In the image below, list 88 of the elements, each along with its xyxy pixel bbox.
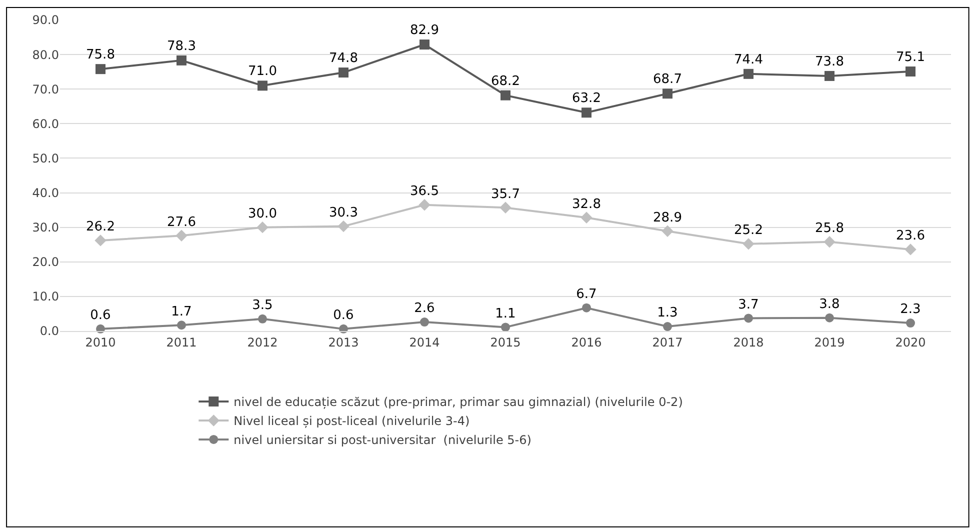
- y-tick-label: 60.0: [32, 116, 59, 131]
- data-label: 30.0: [248, 206, 277, 222]
- data-label: 2.6: [414, 301, 435, 316]
- data-label: 6.7: [576, 286, 597, 302]
- data-label: 68.2: [491, 74, 520, 89]
- data-label: 0.6: [333, 308, 354, 324]
- point: [662, 88, 672, 99]
- data-label: 36.5: [410, 184, 439, 199]
- data-label: 74.8: [329, 51, 358, 66]
- point: [420, 40, 430, 50]
- data-label: 2.3: [900, 302, 921, 318]
- x-tick-label: 2011: [166, 335, 197, 350]
- x-tick-label: 2015: [490, 335, 521, 350]
- x-tick-label: 2017: [652, 335, 683, 350]
- data-label: 26.2: [86, 220, 115, 235]
- point: [742, 238, 754, 250]
- point: [663, 322, 672, 332]
- legend-label: Nivel liceal și post-liceal (nivelurile 3-4): [234, 414, 470, 428]
- data-label: 25.2: [734, 223, 763, 238]
- x-tick-label: 2013: [328, 335, 359, 350]
- y-tick-label: 10.0: [32, 290, 59, 304]
- point: [744, 314, 753, 323]
- point: [177, 320, 186, 330]
- legend-label: nivel uniersitar si post-universitar (nivelurile 5-6): [234, 433, 532, 448]
- point: [904, 244, 916, 256]
- y-tick-label: 70.0: [32, 82, 59, 96]
- x-tick-label: 2012: [247, 335, 278, 350]
- point: [96, 64, 106, 74]
- point: [744, 68, 754, 79]
- y-tick-label: 80.0: [32, 48, 59, 62]
- point: [418, 199, 430, 211]
- data-label: 71.0: [248, 64, 277, 80]
- data-label: 75.8: [86, 48, 115, 63]
- point: [906, 318, 915, 328]
- point: [582, 303, 591, 312]
- x-tick-label: 2020: [895, 335, 926, 350]
- y-tick-label: 50.0: [32, 151, 59, 166]
- point: [501, 322, 510, 332]
- data-label: 3.7: [738, 297, 759, 312]
- point: [906, 66, 916, 76]
- point: [662, 225, 674, 237]
- data-label: 75.1: [896, 50, 925, 65]
- point: [824, 70, 834, 81]
- point: [338, 220, 350, 232]
- data-label: 82.9: [410, 23, 439, 38]
- point: [580, 212, 592, 224]
- data-label: 25.8: [815, 220, 844, 236]
- x-tick-label: 2019: [814, 335, 845, 350]
- data-label: 0.6: [90, 308, 111, 324]
- data-label: 30.3: [329, 205, 358, 220]
- y-tick-label: 30.0: [32, 220, 59, 235]
- point: [258, 80, 268, 91]
- point: [338, 68, 348, 78]
- x-tick-label: 2014: [409, 335, 440, 350]
- point: [582, 108, 592, 118]
- point: [256, 221, 268, 234]
- data-label: 68.7: [653, 72, 682, 88]
- data-label: 3.5: [252, 298, 273, 314]
- data-label: 74.4: [734, 52, 763, 68]
- data-label: 3.8: [819, 296, 840, 312]
- data-label: 28.9: [653, 210, 682, 226]
- y-tick-label: 90.0: [32, 13, 59, 28]
- point: [176, 55, 186, 66]
- y-tick-label: 40.0: [32, 186, 59, 200]
- point: [258, 314, 267, 324]
- point: [94, 234, 106, 246]
- point: [500, 90, 510, 100]
- legend-label: nivel de educație scăzut (pre-primar, primar sau gimnazial) (nivelurile 0-2): [234, 395, 683, 410]
- data-label: 35.7: [491, 186, 520, 202]
- point: [420, 318, 429, 327]
- x-tick-label: 2018: [733, 335, 764, 350]
- data-label: 1.7: [171, 304, 192, 320]
- data-label: 73.8: [815, 54, 844, 70]
- data-label: 1.3: [657, 306, 678, 321]
- data-label: 27.6: [167, 214, 196, 230]
- data-label: 78.3: [167, 38, 196, 54]
- point: [176, 230, 188, 242]
- data-label: 1.1: [495, 306, 516, 322]
- point: [825, 313, 834, 322]
- x-tick-label: 2016: [571, 335, 602, 350]
- data-label: 63.2: [572, 91, 601, 106]
- x-tick-label: 2010: [85, 335, 116, 350]
- y-tick-label: 20.0: [32, 255, 59, 270]
- data-label: 23.6: [896, 228, 925, 244]
- point: [500, 202, 512, 214]
- data-label: 32.8: [572, 196, 601, 212]
- y-tick-label: 0.0: [40, 324, 59, 338]
- point: [824, 236, 836, 248]
